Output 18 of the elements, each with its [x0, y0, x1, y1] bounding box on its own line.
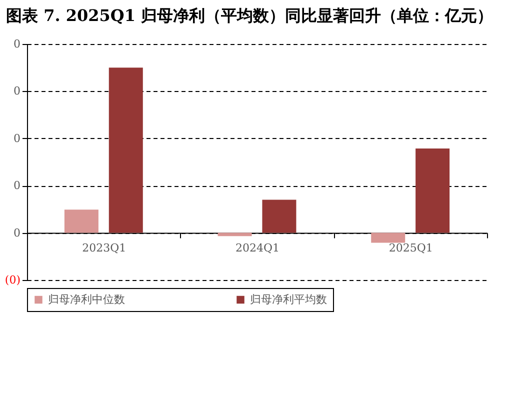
text: 0	[14, 179, 20, 192]
text: (0)	[4, 274, 20, 286]
bar	[371, 232, 406, 243]
bar	[416, 148, 450, 233]
text: 0	[14, 226, 20, 240]
x-tick-label: 2023Q1	[82, 241, 126, 254]
x-tick-label: 2025Q1	[388, 241, 433, 254]
legend-label: 归母净利平均数	[250, 292, 327, 306]
bar	[218, 232, 252, 236]
bar	[262, 200, 296, 233]
bar	[108, 68, 143, 233]
text: 0	[14, 38, 20, 50]
x-tick-label: 2024Q1	[235, 241, 280, 254]
bar	[64, 210, 98, 233]
text: 0	[14, 84, 20, 98]
legend-label: 归母净利中位数	[48, 292, 125, 306]
chart-title: 图表 7. 2025Q1 归母净利（平均数）同比显著回升（单位：亿元）	[5, 5, 494, 27]
text: 0	[14, 132, 20, 145]
